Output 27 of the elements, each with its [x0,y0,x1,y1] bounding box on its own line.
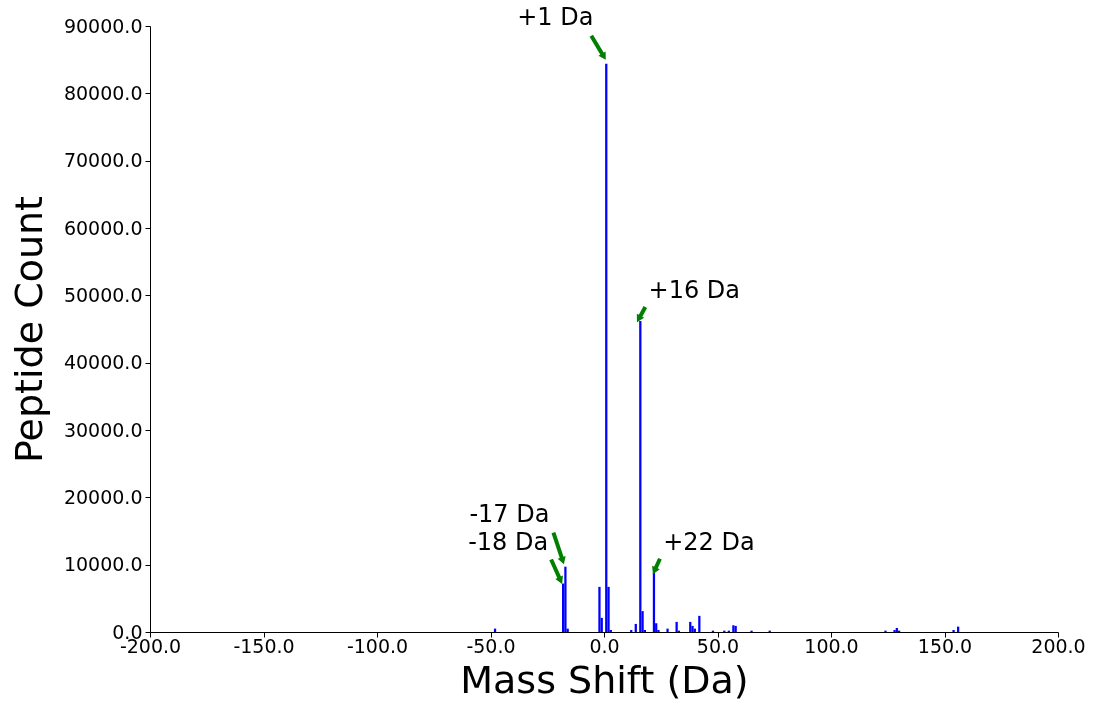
annotation: +22 Da [663,527,755,556]
x-tick-label: -150.0 [233,634,295,657]
y-tick-label: 50000.0 [63,283,143,306]
annotation: +16 Da [648,275,741,304]
x-tick-label: -50.0 [466,634,516,657]
y-tick-label: 30000.0 [63,418,143,441]
x-tick-label: 50.0 [696,634,740,657]
y-tick-label: 70000.0 [63,149,143,172]
annotation: -18 Da [468,527,549,556]
y-tick-label: 10000.0 [63,553,143,576]
y-tick-label: 40000.0 [63,351,143,374]
annotation: -17 Da [469,499,550,528]
bar [666,628,669,632]
x-tick-label: 200.0 [1031,634,1086,657]
x-axis-title: Mass Shift (Da) [460,657,749,702]
x-tick-label: 150.0 [917,634,973,657]
x-tick-label: 0.0 [589,634,620,657]
y-tick-label: 90000.0 [63,14,143,37]
y-tick-label: 60000.0 [63,216,143,239]
x-tick-label: 100.0 [804,634,859,657]
y-tick-label: 20000.0 [63,485,143,508]
annotation: +1 Da [517,2,594,31]
y-axis-title: Peptide Count [6,196,51,463]
bar [952,629,955,632]
x-tick-label: -100.0 [346,634,409,657]
bar [598,586,601,632]
y-tick-label: 80000.0 [63,81,143,104]
